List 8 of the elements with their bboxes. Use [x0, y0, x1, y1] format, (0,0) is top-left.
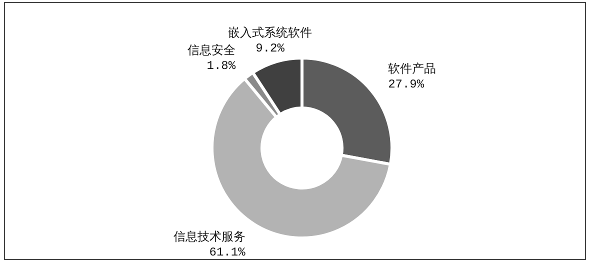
slice-label: 软件产品	[388, 61, 436, 76]
slice-label: 信息安全	[188, 42, 236, 57]
data-label: 1.8%	[206, 58, 236, 73]
data-label: 27.9%	[388, 77, 425, 92]
data-label: 61.1%	[209, 246, 246, 260]
data-label: 9.2%	[256, 42, 286, 56]
slice-label: 嵌入式系统软件	[228, 26, 312, 40]
slice-label: 信息技术服务	[173, 230, 246, 244]
